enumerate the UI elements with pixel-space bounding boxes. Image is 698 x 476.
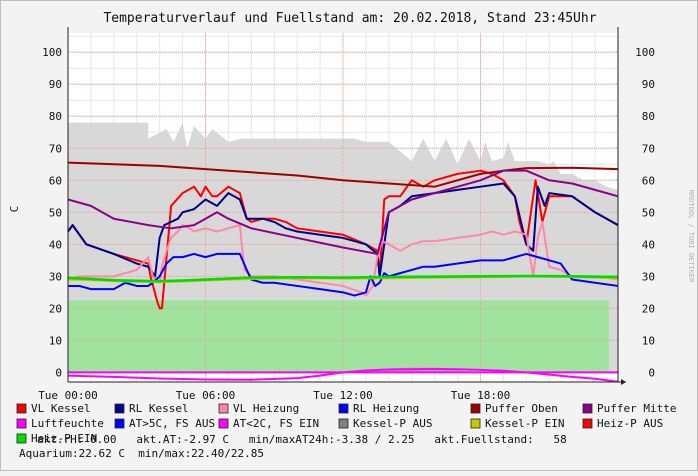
y-tick-label-left: 100 — [42, 46, 62, 59]
legend-swatch — [16, 403, 27, 414]
legend-swatch — [582, 403, 593, 414]
y-axis-label: C — [8, 206, 21, 213]
legend-label: RL Kessel — [129, 402, 189, 415]
area-heiz-p-ein — [68, 300, 609, 373]
series-line-puffer-oben — [67, 161, 619, 188]
legend-swatch — [338, 418, 349, 429]
series-line-at-2c-fs-ein — [67, 367, 619, 383]
x-tick-label: Tue 00:00 — [38, 389, 98, 402]
y-tick-label-left: 10 — [49, 334, 62, 347]
series-line-puffer-mitte — [67, 169, 619, 255]
area-kessel-p-aus — [68, 122, 618, 299]
legend-label: Kessel-P EIN — [485, 417, 564, 430]
y-tick-label-right: 100 — [635, 46, 655, 59]
legend-label: Puffer Mitte — [597, 402, 676, 415]
legend-swatch — [582, 418, 593, 429]
watermark: RRDTOOL / TOBI OETIKER — [687, 190, 695, 284]
x-tick-label: Tue 18:00 — [451, 389, 511, 402]
x-tick-label: Tue 12:00 — [313, 389, 373, 402]
series-line-vl-kessel — [67, 169, 619, 310]
series-line-heiz-p-ein — [67, 274, 619, 283]
y-tick-label-right: 80 — [642, 110, 655, 123]
legend-label: AT<2C, FS EIN — [233, 417, 319, 430]
y-tick-label-left: 20 — [49, 302, 62, 315]
y-tick-label-right: 90 — [642, 78, 655, 91]
legend-label: AT>5C, FS AUS — [129, 417, 215, 430]
y-tick-label-right: 60 — [642, 174, 655, 187]
legend-swatch — [218, 403, 229, 414]
legend-swatch — [16, 418, 27, 429]
legend-label: VL Heizung — [233, 402, 299, 415]
legend-swatch — [470, 403, 481, 414]
legend-swatch — [218, 418, 229, 429]
legend-swatch — [338, 403, 349, 414]
legend-swatch — [470, 418, 481, 429]
legend-label: Puffer Oben — [485, 402, 558, 415]
legend-swatch — [16, 433, 27, 444]
x-tick-label: Tue 06:00 — [176, 389, 236, 402]
y-tick-label-right: 70 — [642, 142, 655, 155]
y-tick-label-right: 20 — [642, 302, 655, 315]
legend-label: VL Kessel — [31, 402, 91, 415]
y-tick-label-right: 0 — [648, 366, 655, 379]
y-tick-label-left: 70 — [49, 142, 62, 155]
x-axis-arrow — [621, 379, 626, 385]
y-tick-label-left: 80 — [49, 110, 62, 123]
y-tick-label-right: 40 — [642, 238, 655, 251]
series-line-rl-heizung — [68, 252, 619, 297]
y-tick-label-left: 40 — [49, 238, 62, 251]
legend-label: Heiz-P EIN — [31, 432, 97, 445]
y-tick-label-left: 50 — [49, 206, 62, 219]
y-tick-label-right: 10 — [642, 334, 655, 347]
y-tick-label-left: 90 — [49, 78, 62, 91]
legend-swatch — [114, 403, 125, 414]
y-tick-label-left: 30 — [49, 270, 62, 283]
legend-swatch — [114, 418, 125, 429]
legend-label: RL Heizung — [353, 402, 419, 415]
legend-label: Luftfeuchte — [31, 417, 104, 430]
y-tick-label-right: 30 — [642, 270, 655, 283]
y-tick-label-left: 60 — [49, 174, 62, 187]
legend-label: Kessel-P AUS — [353, 417, 432, 430]
y-tick-label-left: 0 — [55, 366, 62, 379]
legend-label: Heiz-P AUS — [597, 417, 663, 430]
legend: VL Kessel RL Kessel VL Heizung RL Heizung Pu… — [16, 402, 676, 445]
chart-title: Temperaturverlauf und Fuellstand am: 20.… — [103, 11, 596, 26]
status-line-2: Aquarium:22.62 C min/max:22.40/22.85 — [19, 447, 264, 460]
series-line-rl-kessel — [67, 182, 619, 278]
y-tick-label-right: 50 — [642, 206, 655, 219]
status-line-1: akt.rH: 0.00 akt.AT:-2.97 C min/maxAT24h… — [37, 433, 567, 446]
